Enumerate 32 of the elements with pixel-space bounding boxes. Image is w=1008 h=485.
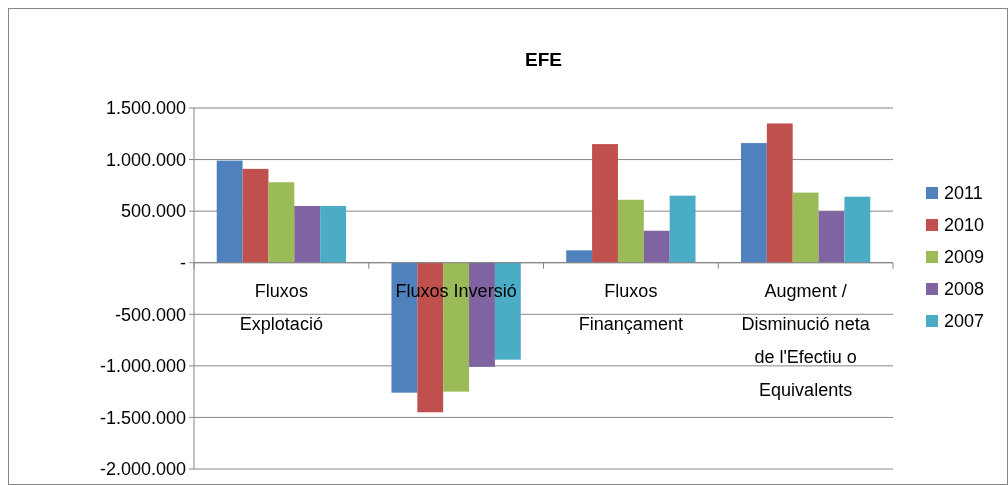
legend-label: 2011 (944, 183, 983, 204)
y-tick-label: 1.000.000 (105, 149, 186, 170)
bar (792, 192, 819, 263)
bar (669, 195, 696, 263)
bar (216, 160, 243, 263)
legend-label: 2010 (944, 215, 985, 236)
y-tick-label: - (180, 253, 186, 274)
bar (592, 144, 618, 263)
y-tick-label: -1.500.000 (99, 407, 186, 428)
x-tick-label: Augment / Disminució neta de l'Efectiu o Equivalents (741, 280, 871, 400)
bar (766, 123, 793, 263)
bar (740, 143, 767, 263)
bar (320, 205, 347, 263)
y-tick-label: -2.000.000 (99, 459, 186, 480)
bar (617, 199, 644, 263)
chart-title: EFE (525, 49, 562, 70)
x-tick-label: Fluxos Explotació (239, 280, 323, 334)
bar (844, 196, 871, 263)
legend-label: 2008 (944, 279, 985, 300)
y-tick-label: -1.000.000 (99, 356, 186, 377)
y-tick-label: 1.500.000 (105, 98, 186, 119)
x-tick-label: Fluxos Finançament (578, 280, 683, 334)
bar (566, 250, 593, 263)
bar (242, 168, 269, 263)
bar (643, 230, 670, 263)
legend-label: 2009 (944, 247, 985, 268)
y-tick-label: 500.000 (120, 201, 186, 222)
y-tick-label: -500.000 (114, 304, 186, 325)
legend-label: 2007 (944, 311, 985, 332)
bar (294, 205, 321, 263)
bar (818, 211, 845, 263)
bar (268, 182, 295, 263)
